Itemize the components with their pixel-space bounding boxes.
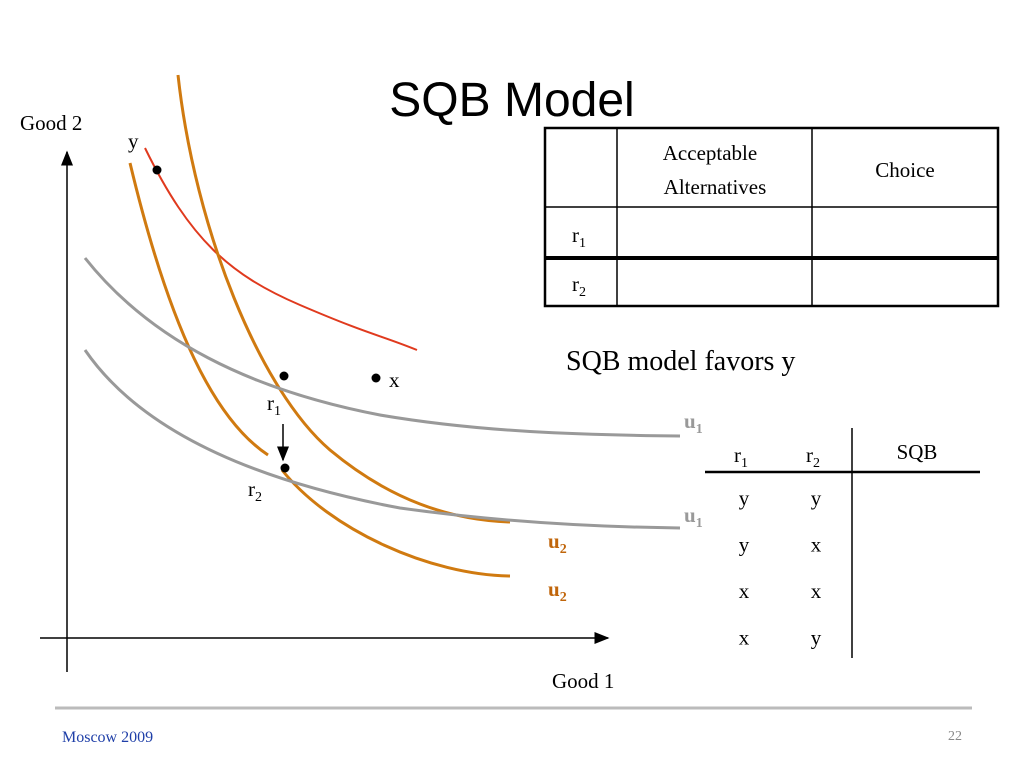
reference-label: r1: [267, 391, 281, 419]
table-header: Alternatives: [664, 175, 767, 199]
table-header: Choice: [875, 158, 934, 182]
reference-label: r2: [248, 477, 262, 505]
table-cell: y: [739, 533, 750, 557]
table-cell: y: [811, 626, 822, 650]
table-header: r2: [806, 443, 820, 471]
curve-label: u2: [548, 529, 567, 557]
page-number: 22: [948, 729, 962, 744]
point-dot: [152, 165, 162, 175]
table-cell: y: [811, 486, 822, 510]
table-header: r1: [734, 443, 748, 471]
point-dot: [280, 463, 290, 473]
table-cell: x: [811, 533, 822, 557]
y-axis-label: Good 2: [20, 111, 82, 135]
gray-curve: [83, 257, 681, 438]
x-axis-label: Good 1: [552, 669, 614, 693]
curve-label: u2: [548, 577, 567, 605]
footer-text: Moscow 2009: [62, 729, 153, 746]
point-label: y: [128, 129, 139, 153]
table-cell: x: [739, 579, 750, 603]
point-dot: [371, 373, 381, 383]
choice-table: [543, 126, 1000, 308]
curve-label: u1: [684, 409, 703, 437]
slide-title: SQB Model: [389, 74, 634, 127]
orange-curve: [176, 74, 511, 524]
red-curve: [144, 147, 418, 351]
table-header: Acceptable: [663, 141, 757, 165]
table-cell: x: [739, 626, 750, 650]
row-label: r1: [572, 223, 586, 251]
row-label: r2: [572, 272, 586, 300]
curve-label: u1: [684, 503, 703, 531]
table-border: [543, 126, 1000, 308]
note: SQB model favors y: [566, 346, 795, 377]
point-dot: [279, 371, 289, 381]
table-cell: x: [811, 579, 822, 603]
orange-curve: [128, 162, 511, 578]
gray-curve: [83, 349, 681, 530]
table-cell: y: [739, 486, 750, 510]
table-body: y yy xx xx y: [739, 486, 822, 650]
table-header: SQB: [897, 440, 938, 464]
point-label: x: [389, 368, 400, 392]
